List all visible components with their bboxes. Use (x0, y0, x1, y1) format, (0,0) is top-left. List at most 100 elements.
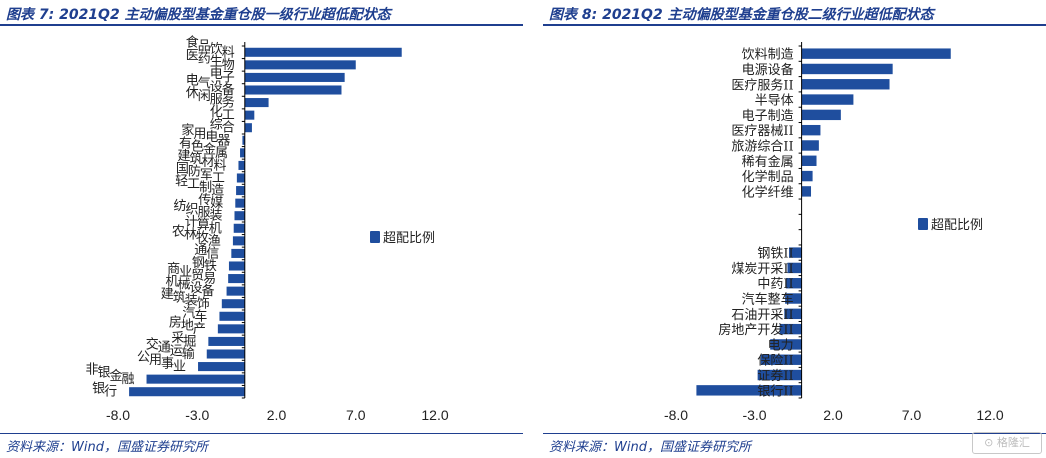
category-label: 汽车 (182, 306, 207, 324)
svg-text:采: 采 (171, 331, 184, 346)
bar (801, 140, 819, 151)
category-label: 电子 (210, 67, 235, 85)
x-tick-label: 12.0 (976, 407, 1003, 423)
left-chart-panel: 图表 7: 2021Q2 主动偏股型基金重仓股一级行业超低配状态 -8.0 -3.… (0, 7, 523, 455)
svg-text:行: 行 (104, 385, 117, 400)
svg-text:备: 备 (222, 82, 235, 98)
bar (244, 47, 402, 57)
svg-text:防: 防 (188, 164, 201, 180)
svg-text:料: 料 (213, 158, 226, 173)
bar (219, 311, 245, 321)
legend-label: 超配比例 (931, 218, 983, 233)
bar (696, 385, 802, 396)
svg-text:气: 气 (198, 76, 211, 92)
bar (228, 274, 245, 284)
svg-text:色: 色 (191, 138, 204, 154)
bar (244, 85, 342, 95)
svg-text:机: 机 (166, 275, 179, 290)
svg-text:通: 通 (194, 243, 207, 258)
svg-text:合: 合 (222, 121, 235, 136)
svg-text:产: 产 (193, 322, 206, 337)
category-label: 半导体 (755, 94, 794, 109)
bar (784, 308, 802, 320)
category-label: 旅游综合II (731, 139, 793, 154)
bar (226, 286, 245, 296)
legend-label: 超配比例 (383, 231, 435, 246)
svg-text:用: 用 (149, 353, 162, 368)
svg-text:电: 电 (210, 67, 223, 82)
bar (146, 374, 245, 384)
svg-text:公: 公 (137, 350, 150, 365)
source-note: 资料来源：Wind，国盛证券研究所 (549, 440, 751, 455)
svg-text:品: 品 (198, 39, 211, 54)
svg-text:银: 银 (98, 366, 111, 381)
svg-text:生: 生 (210, 55, 223, 70)
category-label: 房地产开发II (718, 322, 793, 338)
bar (785, 278, 802, 289)
svg-text:电: 电 (205, 130, 218, 145)
category-label: 医疗器械II (731, 124, 793, 139)
bar (801, 48, 951, 59)
legend-swatch (370, 231, 380, 243)
x-tick-label: -8.0 (106, 407, 130, 423)
svg-text:工: 工 (187, 177, 200, 192)
svg-text:器: 器 (217, 133, 230, 148)
svg-text:输: 输 (182, 346, 195, 362)
bar (801, 124, 821, 136)
svg-text:房: 房 (169, 314, 182, 330)
svg-text:家: 家 (181, 123, 194, 139)
x-tick-label: 2.0 (267, 407, 287, 423)
svg-text:钢: 钢 (192, 256, 205, 271)
bar (801, 79, 890, 90)
svg-text:传: 传 (198, 193, 211, 208)
category-label: 通信 (194, 243, 219, 261)
bar (770, 339, 802, 350)
bar (242, 135, 245, 145)
title-rule (543, 24, 1046, 26)
svg-text:建: 建 (161, 287, 174, 302)
svg-text:银: 银 (92, 382, 105, 397)
svg-text:通: 通 (158, 341, 171, 356)
bar (801, 63, 893, 75)
bar (238, 160, 245, 170)
category-label: 房地产 (169, 314, 206, 336)
svg-text:机: 机 (209, 221, 222, 236)
svg-text:备: 备 (202, 283, 215, 299)
svg-text:交: 交 (146, 336, 159, 352)
category-label: 稀有金属 (742, 154, 794, 170)
svg-text:装: 装 (185, 294, 198, 309)
category-label: 石油开采II (731, 308, 793, 323)
svg-text:属: 属 (215, 146, 228, 161)
category-label: 汽车整车 (742, 292, 794, 308)
category-label: 饮料制造 (742, 48, 794, 63)
svg-text:林: 林 (184, 227, 197, 242)
svg-text:信: 信 (206, 246, 219, 261)
industry-level2-bar-chart: -8.0 -3.0 2.0 7.0 12.0 饮料制造电源设备医疗服务II半导体电子制造医… (664, 42, 1004, 423)
watermark-logo: ⊙ 格隆汇 (972, 432, 1042, 454)
bar (244, 110, 255, 120)
chart-title: 图表 7: 2021Q2 主动偏股型基金重仓股一级行业超低配状态 (6, 7, 391, 23)
svg-text:务: 务 (222, 95, 235, 111)
svg-text:用: 用 (193, 127, 206, 142)
legend-swatch (918, 218, 928, 230)
svg-text:服: 服 (210, 92, 223, 107)
bar (757, 369, 802, 381)
svg-text:筑: 筑 (173, 289, 186, 305)
svg-text:业: 业 (173, 360, 186, 375)
svg-text:制: 制 (199, 180, 212, 195)
bar (779, 323, 802, 335)
svg-text:掘: 掘 (183, 334, 196, 349)
svg-text:车: 车 (194, 308, 207, 324)
svg-text:造: 造 (211, 184, 224, 199)
svg-text:材: 材 (201, 155, 214, 170)
bar (244, 123, 252, 133)
x-tick-label: -8.0 (664, 407, 688, 423)
bar (801, 109, 841, 121)
